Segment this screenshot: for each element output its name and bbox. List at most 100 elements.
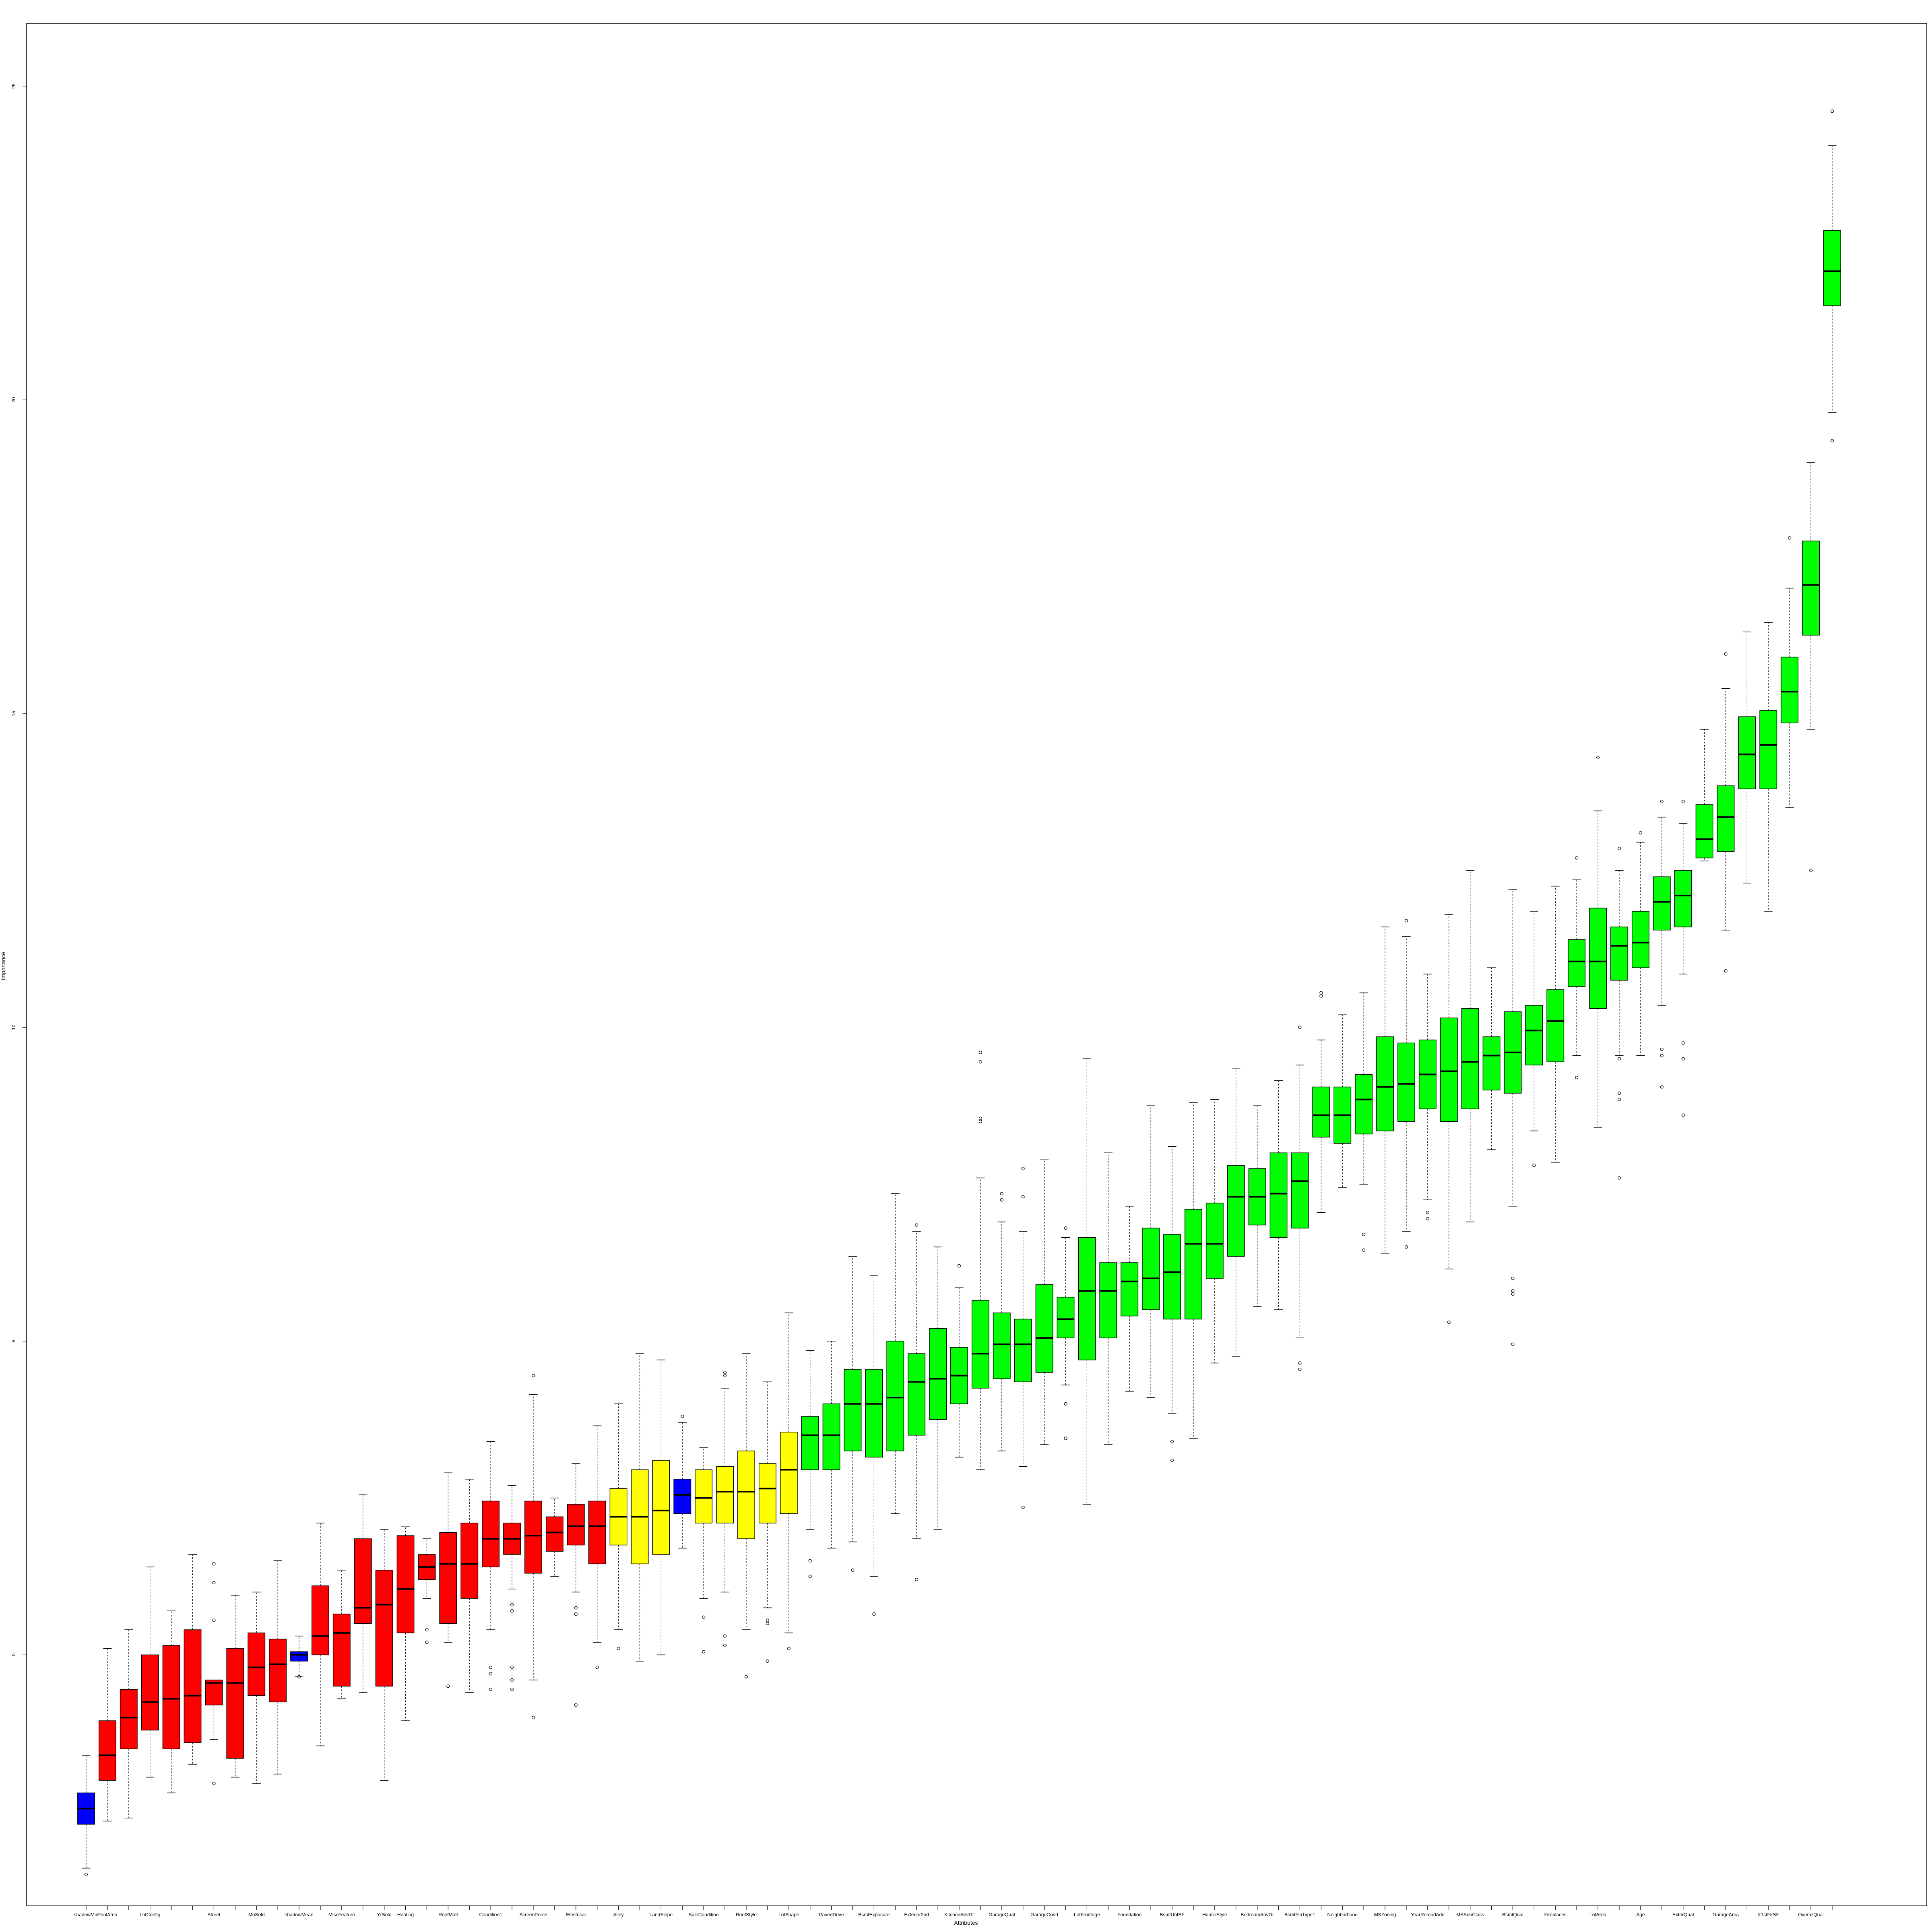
outlier-point (1447, 1321, 1451, 1324)
outlier-point (1639, 831, 1642, 835)
outlier-point (1575, 856, 1579, 860)
outlier-point (1660, 1047, 1664, 1051)
box-BsmtFinType1 (1291, 1026, 1309, 1371)
box-attribute-23 (545, 1497, 564, 1577)
outlier-point (574, 1606, 578, 1610)
plot-frame (26, 23, 1927, 1906)
iqr-box (993, 1312, 1011, 1379)
outlier-point (1511, 1292, 1515, 1296)
outlier-point (808, 1559, 812, 1563)
iqr-box (1099, 1262, 1117, 1338)
outlier-point (1575, 1076, 1579, 1080)
box-attribute-81 (1781, 536, 1799, 808)
x-tick-label: KitchenAbvGr (944, 1912, 974, 1918)
outlier-point (702, 1650, 706, 1653)
iqr-box (1355, 1074, 1373, 1135)
box-attribute-14 (354, 1494, 372, 1693)
outlier-point (978, 1117, 983, 1120)
outlier-point (574, 1703, 578, 1707)
box-KitchenAbvGr (950, 1264, 968, 1458)
box-MiscFeature (332, 1570, 351, 1699)
iqr-box (1631, 911, 1649, 968)
x-tick-label: shadowMean (285, 1912, 313, 1918)
x-tick-label: Heating (397, 1912, 414, 1918)
box-Alley (609, 1404, 627, 1650)
x-tick-label: X1stFlrSF (1758, 1912, 1779, 1918)
box-YrSold (375, 1529, 393, 1781)
iqr-box (1610, 927, 1628, 981)
iqr-box (1738, 716, 1756, 789)
box-attribute-51 (1142, 1105, 1160, 1398)
outlier-point (595, 1666, 599, 1669)
x-tick-label: MSZoning (1374, 1912, 1396, 1918)
outlier-point (510, 1603, 514, 1606)
iqr-box (971, 1300, 989, 1389)
box-attribute-67 (1482, 967, 1501, 1150)
outlier-point (1617, 1091, 1621, 1095)
outlier-point (1617, 846, 1621, 850)
x-tick-label: Street (207, 1912, 221, 1918)
x-tick-label: Fireplaces (1544, 1912, 1567, 1918)
outlier-point (1511, 1342, 1515, 1346)
x-tick-label: BedroomAbvGr (1241, 1912, 1274, 1918)
iqr-box (141, 1654, 159, 1731)
outlier-point (1404, 1245, 1408, 1249)
iqr-box (269, 1639, 287, 1703)
box-attribute-17 (418, 1538, 436, 1644)
outlier-point (723, 1643, 727, 1647)
box-ExterQual (1674, 800, 1692, 1117)
x-tick-label: ExterQual (1672, 1912, 1694, 1918)
iqr-box (1376, 1036, 1394, 1131)
outlier-point (1830, 439, 1834, 442)
outlier-point (1064, 1402, 1067, 1406)
outlier-point (978, 1051, 983, 1054)
iqr-box (439, 1532, 457, 1624)
box-attribute-3 (120, 1629, 138, 1818)
box-MSSubClass (1461, 870, 1479, 1222)
iqr-box (248, 1633, 266, 1696)
box-attribute-33 (758, 1381, 776, 1663)
iqr-box (354, 1538, 372, 1624)
iqr-box (1440, 1018, 1458, 1122)
iqr-box (886, 1341, 904, 1451)
x-tick-label: BsmtExposure (858, 1912, 890, 1918)
y-tick-label: 0 (11, 1653, 17, 1656)
iqr-box (1653, 876, 1671, 931)
box-BsmtUnfSF (1163, 1146, 1181, 1462)
outlier-point (574, 1612, 578, 1616)
box-attribute-12 (312, 1523, 329, 1746)
outlier-point (1064, 1437, 1067, 1440)
outlier-point (1021, 1195, 1025, 1199)
outlier-point (489, 1666, 493, 1669)
outlier-point (1788, 536, 1792, 540)
x-tick-label: Condition1 (479, 1912, 502, 1918)
box-attribute-75 (1653, 800, 1671, 1089)
box-GarageQual (993, 1192, 1011, 1451)
box-attribute-31 (716, 1371, 734, 1647)
outlier-point (978, 1120, 983, 1123)
box-Heating (396, 1526, 415, 1721)
box-attribute-21 (503, 1485, 521, 1691)
outlier-point (510, 1678, 514, 1682)
outlier-point (1660, 800, 1664, 803)
iqr-box (184, 1629, 202, 1743)
box-OverallQual (1802, 462, 1820, 872)
y-tick-label: 15 (11, 711, 17, 716)
iqr-box (1568, 939, 1586, 987)
box-Street (205, 1562, 223, 1785)
iqr-box (737, 1450, 755, 1539)
iqr-box (652, 1460, 670, 1555)
iqr-box (865, 1369, 883, 1458)
iqr-box (588, 1501, 606, 1565)
iqr-box (1312, 1086, 1330, 1137)
iqr-box (1717, 785, 1735, 852)
x-tick-label: YearRemodAdd (1411, 1912, 1445, 1918)
outlier-point (1596, 755, 1600, 760)
outlier-point (787, 1647, 791, 1650)
x-tick-label: Age (1636, 1912, 1645, 1918)
iqr-box (929, 1328, 947, 1420)
iqr-box (524, 1501, 542, 1574)
x-tick-label: SaleCondition (689, 1912, 719, 1918)
x-tick-label: PoolArea (97, 1912, 118, 1918)
outlier-point (212, 1618, 216, 1622)
